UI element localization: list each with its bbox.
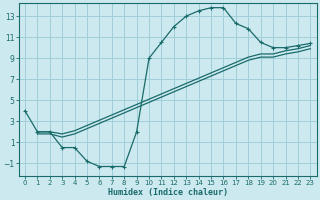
X-axis label: Humidex (Indice chaleur): Humidex (Indice chaleur) <box>108 188 228 197</box>
